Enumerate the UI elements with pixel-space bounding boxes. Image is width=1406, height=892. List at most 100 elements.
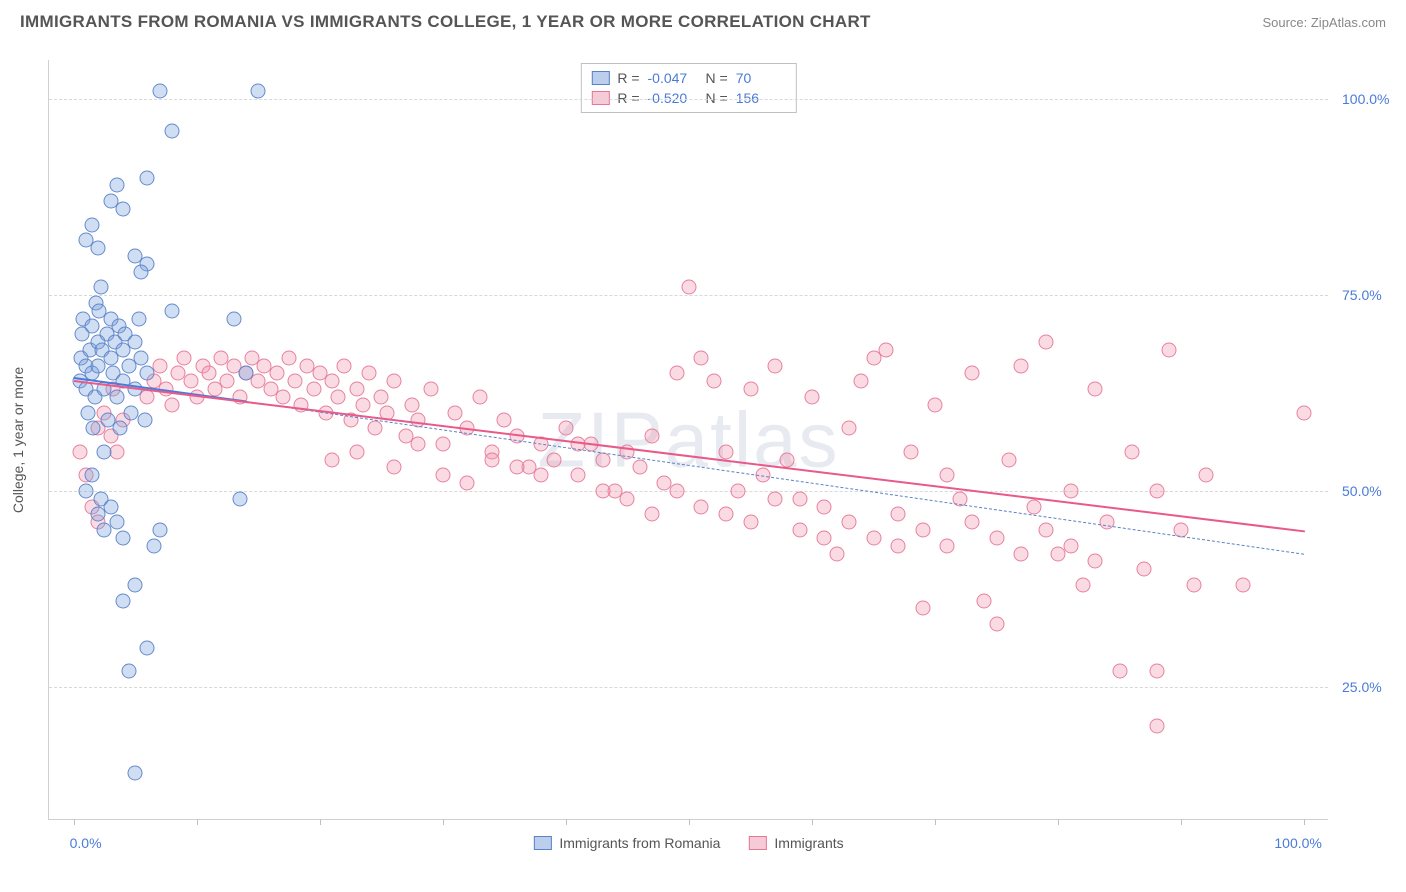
data-point [965, 366, 980, 381]
data-point [854, 374, 869, 389]
data-point [134, 350, 149, 365]
data-point [817, 530, 832, 545]
data-point [891, 507, 906, 522]
data-point [232, 491, 247, 506]
stat-n-label: N = [706, 90, 728, 106]
data-point [423, 382, 438, 397]
data-point [1026, 499, 1041, 514]
data-point [977, 593, 992, 608]
data-point [731, 483, 746, 498]
data-point [269, 366, 284, 381]
data-point [152, 523, 167, 538]
stat-r-value: -0.047 [648, 70, 698, 86]
data-point [85, 319, 100, 334]
data-point [1014, 546, 1029, 561]
data-point [140, 170, 155, 185]
data-point [411, 436, 426, 451]
data-point [97, 444, 112, 459]
data-point [435, 436, 450, 451]
legend-item: Immigrants from Romania [533, 835, 720, 851]
data-point [1198, 468, 1213, 483]
data-point [792, 523, 807, 538]
data-point [349, 444, 364, 459]
data-point [113, 421, 128, 436]
data-point [1002, 452, 1017, 467]
data-point [152, 84, 167, 99]
stat-n-value: 156 [736, 90, 786, 106]
x-tick [1058, 819, 1059, 825]
data-point [306, 382, 321, 397]
data-point [165, 123, 180, 138]
data-point [128, 335, 143, 350]
data-point [940, 468, 955, 483]
data-point [768, 491, 783, 506]
data-point [1038, 523, 1053, 538]
data-point [620, 491, 635, 506]
data-point [718, 444, 733, 459]
data-point [85, 217, 100, 232]
trend-line [73, 380, 1304, 532]
data-point [81, 405, 96, 420]
data-point [448, 405, 463, 420]
data-point [1235, 577, 1250, 592]
stat-legend: R =-0.047N =70R =-0.520N =156 [580, 63, 796, 113]
data-point [915, 523, 930, 538]
gridline [49, 295, 1328, 296]
y-tick-label: 75.0% [1332, 287, 1382, 303]
data-point [146, 538, 161, 553]
data-point [509, 460, 524, 475]
data-point [1149, 718, 1164, 733]
data-point [1297, 405, 1312, 420]
x-tick [1304, 819, 1305, 825]
stat-n-label: N = [706, 70, 728, 86]
data-point [1137, 562, 1152, 577]
data-point [694, 350, 709, 365]
trend-line [246, 401, 1305, 555]
data-point [1149, 664, 1164, 679]
stat-r-label: R = [617, 90, 639, 106]
data-point [288, 374, 303, 389]
data-point [115, 593, 130, 608]
data-point [251, 84, 266, 99]
data-point [595, 483, 610, 498]
chart-source: Source: ZipAtlas.com [1262, 15, 1386, 30]
data-point [718, 507, 733, 522]
data-point [325, 452, 340, 467]
bottom-legend: Immigrants from RomaniaImmigrants [533, 835, 843, 851]
data-point [115, 201, 130, 216]
data-point [1063, 483, 1078, 498]
data-point [1038, 335, 1053, 350]
data-point [706, 374, 721, 389]
data-point [109, 389, 124, 404]
gridline [49, 687, 1328, 688]
data-point [682, 280, 697, 295]
data-point [891, 538, 906, 553]
data-point [1088, 382, 1103, 397]
y-tick-label: 50.0% [1332, 483, 1382, 499]
data-point [177, 350, 192, 365]
y-tick-label: 100.0% [1332, 91, 1389, 107]
data-point [165, 397, 180, 412]
data-point [805, 389, 820, 404]
data-point [743, 382, 758, 397]
data-point [694, 499, 709, 514]
data-point [792, 491, 807, 506]
data-point [1014, 358, 1029, 373]
stat-n-value: 70 [736, 70, 786, 86]
data-point [405, 397, 420, 412]
legend-swatch [533, 836, 551, 850]
data-point [1162, 342, 1177, 357]
legend-label: Immigrants from Romania [559, 835, 720, 851]
data-point [362, 366, 377, 381]
data-point [1100, 515, 1115, 530]
data-point [202, 366, 217, 381]
data-point [138, 413, 153, 428]
stat-legend-row: R =-0.520N =156 [591, 88, 785, 108]
data-point [1063, 538, 1078, 553]
data-point [122, 664, 137, 679]
data-point [842, 421, 857, 436]
data-point [165, 303, 180, 318]
data-point [325, 374, 340, 389]
y-tick-label: 25.0% [1332, 679, 1382, 695]
legend-swatch [591, 91, 609, 105]
